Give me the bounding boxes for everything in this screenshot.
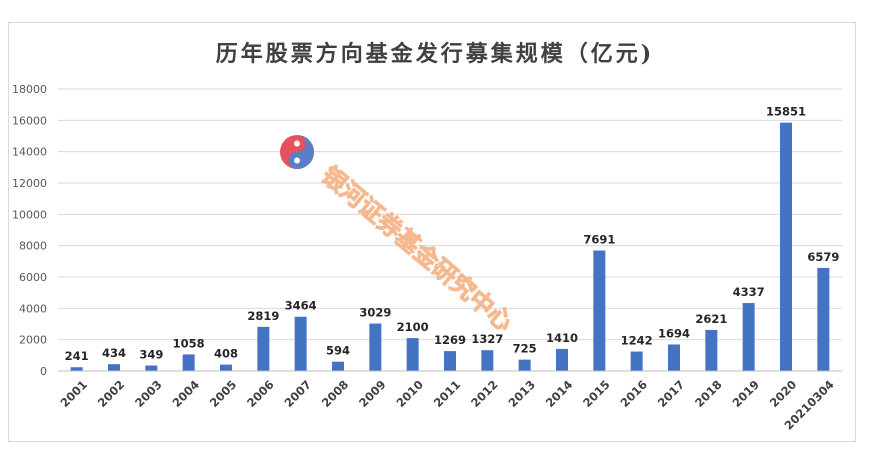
gridlines <box>58 88 842 341</box>
data-label: 3029 <box>359 306 391 320</box>
bar <box>630 351 643 371</box>
data-label: 241 <box>65 349 89 363</box>
data-label: 1058 <box>173 336 205 350</box>
y-tick-label: 16000 <box>12 114 47 127</box>
x-tick-label: 2004 <box>169 377 202 410</box>
y-tick-label: 2000 <box>19 334 47 347</box>
bar <box>742 303 755 371</box>
data-label: 1694 <box>658 326 690 340</box>
bars <box>70 122 830 371</box>
data-label: 725 <box>513 342 537 356</box>
data-label: 4337 <box>733 285 765 299</box>
y-tick-label: 12000 <box>12 177 47 190</box>
x-tick-label: 2002 <box>95 377 128 410</box>
bar <box>145 365 158 371</box>
bar <box>294 316 307 371</box>
bar <box>518 359 531 371</box>
y-tick-label: 4000 <box>19 302 47 315</box>
x-tick-label: 2014 <box>543 377 576 410</box>
data-label: 434 <box>102 346 126 360</box>
bar <box>257 326 270 371</box>
data-label: 2100 <box>397 320 429 334</box>
bar <box>406 338 419 371</box>
y-tick-label: 8000 <box>19 240 47 253</box>
bar <box>817 267 830 371</box>
watermark-text: 银河证券基金研究中心 <box>316 161 518 337</box>
x-tick-label: 2012 <box>468 377 501 410</box>
data-label: 594 <box>326 344 350 358</box>
x-tick-label: 2006 <box>244 377 277 410</box>
y-tick-label: 18000 <box>12 83 47 96</box>
data-label: 1410 <box>546 331 578 345</box>
bar <box>182 354 195 371</box>
bar <box>780 122 792 371</box>
x-tick-label: 2017 <box>655 377 688 410</box>
y-tick-label: 10000 <box>12 208 47 221</box>
bar <box>705 329 718 371</box>
x-tick-label: 2010 <box>393 377 426 410</box>
bar <box>369 323 382 371</box>
x-tick-label: 2008 <box>319 377 352 410</box>
bar <box>481 350 494 371</box>
chart-frame <box>8 22 856 442</box>
x-tick-label: 2011 <box>431 377 464 410</box>
data-label: 3464 <box>285 299 317 313</box>
x-tick-label: 2013 <box>505 377 538 410</box>
data-label: 15851 <box>766 105 806 119</box>
y-tick-label: 14000 <box>12 146 47 159</box>
data-label: 1269 <box>434 333 466 347</box>
data-labels: 241 434 349 1058 408 2819 3464 594 3029 2100 1269 1… <box>65 105 840 364</box>
bar <box>593 250 606 371</box>
data-label: 2819 <box>247 309 279 323</box>
x-tick-label: 2019 <box>729 377 762 410</box>
x-tick-label: 2020 <box>767 377 800 410</box>
data-label: 349 <box>139 348 163 362</box>
bar <box>220 364 232 371</box>
x-tick-label: 2016 <box>617 377 650 410</box>
bar <box>556 348 568 371</box>
data-label: 6579 <box>807 250 839 264</box>
y-tick-label: 0 <box>40 365 47 378</box>
x-tick-label: 2018 <box>692 377 725 410</box>
x-tick-label: 2007 <box>281 377 314 410</box>
bar <box>332 361 344 371</box>
data-label: 1242 <box>621 334 653 348</box>
data-label: 408 <box>214 347 238 361</box>
x-tick-label: 2003 <box>132 377 165 410</box>
bar <box>108 364 120 371</box>
x-tick-label: 2001 <box>57 377 90 410</box>
y-tick-label: 6000 <box>19 271 47 284</box>
data-label: 2621 <box>695 312 727 326</box>
y-axis-ticks: 0 2000 4000 6000 8000 10000 12000 14000 16000 180… <box>12 83 47 378</box>
galaxy-securities-logo-icon <box>280 135 314 169</box>
bar <box>668 344 680 371</box>
x-tick-label: 2005 <box>207 377 240 410</box>
x-tick-label: 2015 <box>580 377 613 410</box>
x-axis-ticks: 2001 2002 2003 2004 2005 2006 2007 2008 2009 2010… <box>57 377 836 432</box>
data-label: 7691 <box>583 233 615 247</box>
chart-title: 历年股票方向基金发行募集规模（亿元) <box>215 41 655 67</box>
bar <box>444 351 456 371</box>
bar <box>70 367 83 371</box>
data-label: 1327 <box>471 332 503 346</box>
x-tick-label: 2009 <box>356 377 389 410</box>
